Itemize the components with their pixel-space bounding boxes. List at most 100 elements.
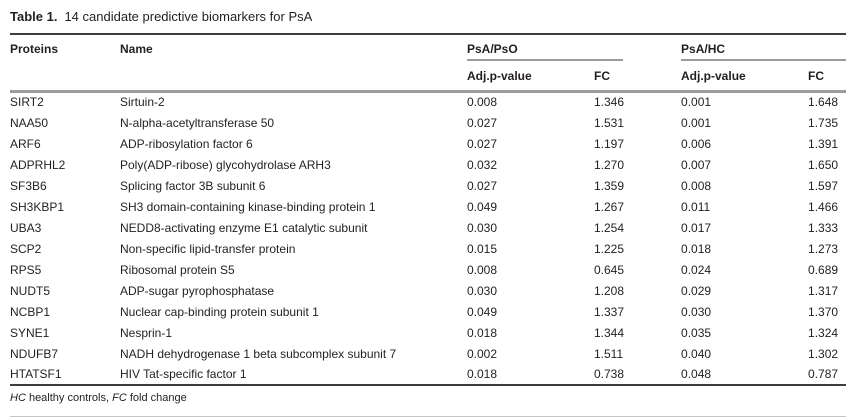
table-row: SIRT2 Sirtuin-2 0.008 1.346 0.001 1.648 [10, 91, 846, 112]
hc-adjp-cell: 0.007 [681, 157, 712, 172]
pso-adjp-cell: 0.027 [467, 178, 498, 193]
name-cell: Sirtuin-2 [120, 95, 165, 110]
pso-fc-cell: 0.738 [594, 367, 625, 381]
table-row: NAA50 N-alpha-acetyltransferase 50 0.027… [10, 112, 846, 133]
pso-fc-cell: 1.267 [594, 199, 625, 214]
name-cell: Nesprin-1 [120, 325, 173, 340]
hc-fc-cell: 1.391 [808, 136, 839, 151]
protein-cell: NDUFB7 [10, 346, 59, 361]
hc-fc-cell: 1.466 [808, 199, 839, 214]
footnote-hc-text: healthy controls, [25, 392, 113, 404]
hc-adjp-cell: 0.008 [681, 178, 712, 193]
protein-cell: SIRT2 [10, 95, 44, 110]
pso-adjp-cell: 0.030 [467, 283, 498, 298]
col-header-name: Name [120, 34, 467, 93]
hc-adjp-cell: 0.040 [681, 346, 712, 361]
hc-adjp-cell: 0.006 [681, 136, 712, 151]
protein-cell: HTATSF1 [10, 367, 62, 381]
hc-fc-cell: 1.273 [808, 241, 839, 256]
table-row: UBA3 NEDD8-activating enzyme E1 catalyti… [10, 217, 846, 238]
protein-cell: SF3B6 [10, 178, 47, 193]
hc-adjp-cell: 0.017 [681, 220, 712, 235]
hc-fc-cell: 0.787 [808, 367, 839, 381]
pso-fc-cell: 1.531 [594, 115, 625, 130]
table-body: SIRT2 Sirtuin-2 0.008 1.346 0.001 1.648 … [10, 91, 847, 385]
table-row: HTATSF1 HIV Tat-specific factor 1 0.018 … [10, 364, 846, 385]
name-cell: NEDD8-activating enzyme E1 catalytic sub… [120, 220, 368, 235]
protein-cell: NCBP1 [10, 304, 51, 319]
footnote-hc-abbr: HC [10, 392, 26, 404]
table-header: Proteins Name PsA/PsO PsA/HC Adj.p-value… [10, 34, 847, 93]
pso-adjp-cell: 0.049 [467, 199, 498, 214]
protein-cell: NAA50 [10, 115, 49, 130]
table-caption: Table 1. 14 candidate predictive biomarke… [10, 9, 846, 25]
table-row: SF3B6 Splicing factor 3B subunit 6 0.027… [10, 175, 846, 196]
hc-fc-cell: 1.650 [808, 157, 839, 172]
hc-fc-cell: 1.735 [808, 115, 839, 130]
protein-cell: NUDT5 [10, 283, 51, 298]
table-row: SYNE1 Nesprin-1 0.018 1.344 0.035 1.324 [10, 322, 846, 343]
pso-adjp-cell: 0.032 [467, 157, 498, 172]
col-header-pso-adj-p-value: Adj.p-value [467, 61, 594, 93]
pso-fc-cell: 1.197 [594, 136, 625, 151]
pso-fc-cell: 1.208 [594, 283, 625, 298]
pso-fc-cell: 1.254 [594, 220, 625, 235]
hc-fc-cell: 1.317 [808, 283, 839, 298]
protein-cell: UBA3 [10, 220, 42, 235]
protein-cell: RPS5 [10, 262, 42, 277]
hc-adjp-cell: 0.048 [681, 367, 712, 381]
hc-adjp-cell: 0.001 [681, 95, 712, 110]
hc-fc-cell: 1.302 [808, 346, 839, 361]
name-cell: HIV Tat-specific factor 1 [120, 367, 247, 381]
pso-adjp-cell: 0.015 [467, 241, 498, 256]
pso-adjp-cell: 0.002 [467, 346, 498, 361]
hc-fc-cell: 1.597 [808, 178, 839, 193]
pso-fc-cell: 1.346 [594, 95, 625, 110]
table-row: SCP2 Non-specific lipid-transfer protein… [10, 238, 846, 259]
pso-adjp-cell: 0.027 [467, 136, 498, 151]
hc-adjp-cell: 0.035 [681, 325, 712, 340]
protein-cell: SH3KBP1 [10, 199, 65, 214]
name-cell: ADP-ribosylation factor 6 [120, 136, 253, 151]
hc-fc-cell: 1.370 [808, 304, 839, 319]
protein-cell: ARF6 [10, 136, 41, 151]
footnote-fc-abbr: FC [112, 392, 127, 404]
name-cell: N-alpha-acetyltransferase 50 [120, 115, 275, 130]
col-header-hc-adj-p-value: Adj.p-value [681, 61, 809, 93]
pso-adjp-cell: 0.030 [467, 220, 498, 235]
table-row: NCBP1 Nuclear cap-binding protein subuni… [10, 301, 846, 322]
table-caption-label: Table 1. [10, 9, 58, 24]
hc-adjp-cell: 0.030 [681, 304, 712, 319]
table-row: ARF6 ADP-ribosylation factor 6 0.027 1.1… [10, 133, 846, 154]
name-cell: ADP-sugar pyrophosphatase [120, 283, 275, 298]
name-cell: Poly(ADP-ribose) glycohydrolase ARH3 [120, 157, 331, 172]
pso-adjp-cell: 0.027 [467, 115, 498, 130]
table-row: SH3KBP1 SH3 domain-containing kinase-bin… [10, 196, 846, 217]
hc-adjp-cell: 0.029 [681, 283, 712, 298]
biomarkers-table: Proteins Name PsA/PsO PsA/HC Adj.p-value… [10, 33, 847, 386]
name-cell: Nuclear cap-binding protein subunit 1 [120, 304, 319, 319]
pso-adjp-cell: 0.049 [467, 304, 498, 319]
pso-fc-cell: 1.270 [594, 157, 625, 172]
table-row: NDUFB7 NADH dehydrogenase 1 beta subcomp… [10, 343, 846, 364]
hc-fc-cell: 0.689 [808, 262, 839, 277]
col-group-psa-hc: PsA/HC [681, 34, 847, 61]
pso-fc-cell: 0.645 [594, 262, 625, 277]
pso-fc-cell: 1.225 [594, 241, 625, 256]
pso-fc-cell: 1.344 [594, 325, 625, 340]
hc-fc-cell: 1.324 [808, 325, 839, 340]
table-row: ADPRHL2 Poly(ADP-ribose) glycohydrolase … [10, 154, 846, 175]
table-caption-text: 14 candidate predictive biomarkers for P… [64, 9, 313, 24]
hc-adjp-cell: 0.001 [681, 115, 712, 130]
col-group-psa-pso: PsA/PsO [467, 34, 681, 61]
col-header-pso-fc: FC [594, 61, 682, 93]
name-cell: Splicing factor 3B subunit 6 [120, 178, 266, 193]
name-cell: Ribosomal protein S5 [120, 262, 235, 277]
hc-fc-cell: 1.333 [808, 220, 839, 235]
pso-fc-cell: 1.511 [594, 346, 624, 361]
pso-adjp-cell: 0.018 [467, 367, 498, 381]
table-row: NUDT5 ADP-sugar pyrophosphatase 0.030 1.… [10, 280, 846, 301]
pso-adjp-cell: 0.008 [467, 262, 498, 277]
name-cell: Non-specific lipid-transfer protein [120, 241, 296, 256]
